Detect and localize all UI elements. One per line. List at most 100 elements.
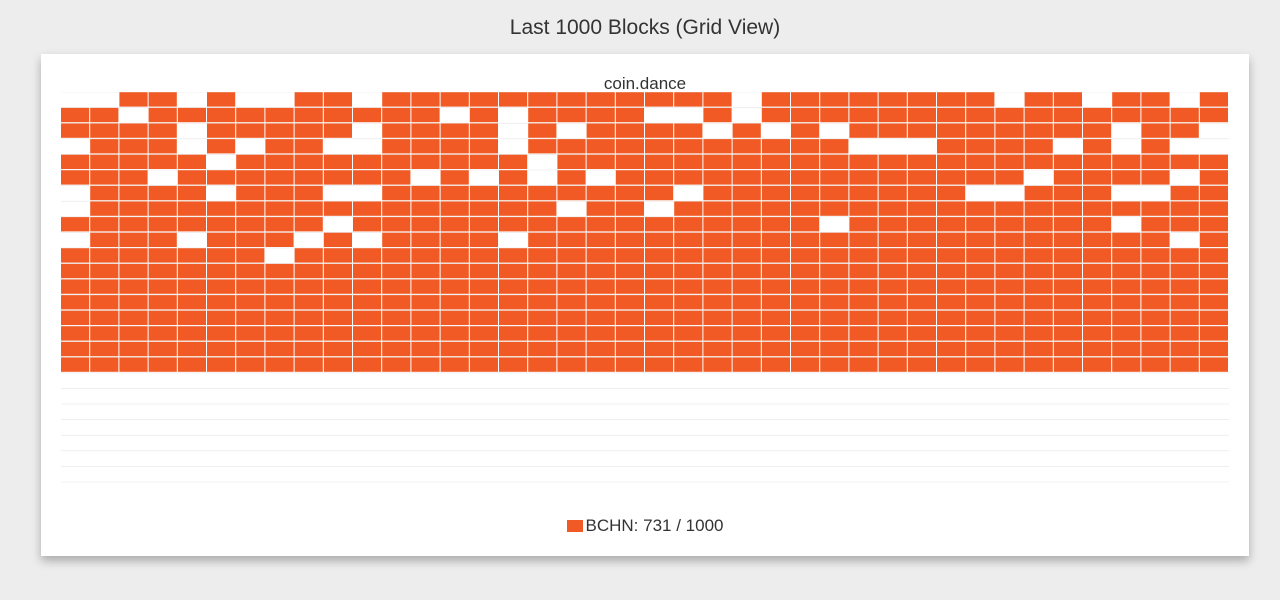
block-cell (294, 372, 323, 388)
block-cell (1112, 216, 1141, 232)
block-cell (1199, 326, 1228, 341)
block-cell (1053, 435, 1082, 450)
block-cell (1083, 185, 1112, 201)
block-cell (703, 154, 732, 169)
block-cell (1024, 232, 1053, 247)
block-cell (1024, 326, 1053, 341)
block-cell (1141, 248, 1170, 263)
block-cell (615, 419, 644, 435)
block-cell (1141, 216, 1170, 232)
block-cell (469, 404, 498, 419)
block-cell (207, 435, 236, 450)
block-cell (1199, 450, 1228, 466)
block-cell (791, 92, 820, 107)
block-cell (937, 357, 966, 372)
block-cell (761, 466, 790, 481)
block-cell (499, 435, 528, 450)
block-cell (586, 154, 615, 169)
block-cell (207, 326, 236, 341)
block-cell (1141, 232, 1170, 247)
block-cell (761, 138, 790, 154)
block-cell (353, 263, 382, 279)
block-cell (148, 154, 177, 169)
block-cell (1024, 201, 1053, 216)
chart-card: coin.dance BCHN: 731 / 1000 (41, 54, 1249, 556)
block-cell (820, 466, 849, 481)
block-cell (878, 123, 907, 138)
block-cell (528, 279, 557, 294)
block-cell (236, 341, 265, 357)
block-cell (469, 310, 498, 325)
block-cell (732, 185, 761, 201)
block-cell (440, 310, 469, 325)
block-cell (1199, 123, 1228, 138)
block-cell (528, 185, 557, 201)
block-cell (265, 232, 294, 247)
block-cell (1199, 357, 1228, 372)
block-cell (1112, 388, 1141, 403)
block-cell (674, 170, 703, 185)
block-cell (177, 185, 206, 201)
block-cell (878, 263, 907, 279)
block-cell (411, 404, 440, 419)
block-cell (557, 341, 586, 357)
block-cell (1053, 294, 1082, 310)
block-cell (878, 294, 907, 310)
block-cell (294, 232, 323, 247)
block-cell (645, 123, 674, 138)
block-cell (1112, 341, 1141, 357)
block-cell (119, 279, 148, 294)
block-cell (1024, 154, 1053, 169)
block-cell (761, 170, 790, 185)
block-cell (761, 232, 790, 247)
block-cell (849, 294, 878, 310)
block-cell (1112, 372, 1141, 388)
block-cell (849, 216, 878, 232)
block-cell (732, 92, 761, 107)
block-cell (791, 170, 820, 185)
block-cell (323, 294, 352, 310)
block-cell (1199, 404, 1228, 419)
block-cell (703, 357, 732, 372)
block-cell (791, 185, 820, 201)
block-cell (411, 372, 440, 388)
block-cell (907, 263, 936, 279)
block-cell (645, 388, 674, 403)
block-cell (61, 419, 90, 435)
block-cell (1024, 310, 1053, 325)
block-cell (265, 279, 294, 294)
block-cell (177, 201, 206, 216)
block-cell (820, 138, 849, 154)
block-cell (1141, 170, 1170, 185)
block-cell (323, 201, 352, 216)
block-cell (353, 185, 382, 201)
block-cell (995, 310, 1024, 325)
block-cell (265, 107, 294, 123)
block-cell (90, 310, 119, 325)
block-cell (469, 107, 498, 123)
legend[interactable]: BCHN: 731 / 1000 (41, 516, 1249, 536)
block-cell (995, 92, 1024, 107)
block-cell (1053, 404, 1082, 419)
block-cell (557, 466, 586, 481)
block-cell (265, 170, 294, 185)
block-cell (353, 138, 382, 154)
block-cell (907, 170, 936, 185)
block-cell (878, 450, 907, 466)
block-cell (469, 419, 498, 435)
block-cell (119, 419, 148, 435)
block-cell (586, 248, 615, 263)
block-cell (528, 372, 557, 388)
block-cell (557, 154, 586, 169)
block-cell (1199, 170, 1228, 185)
block-cell (937, 404, 966, 419)
block-cell (732, 201, 761, 216)
block-cell (61, 294, 90, 310)
block-cell (177, 279, 206, 294)
block-cell (469, 248, 498, 263)
block-cell (411, 435, 440, 450)
block-cell (849, 435, 878, 450)
block-cell (177, 419, 206, 435)
block-cell (1053, 170, 1082, 185)
block-cell (177, 294, 206, 310)
